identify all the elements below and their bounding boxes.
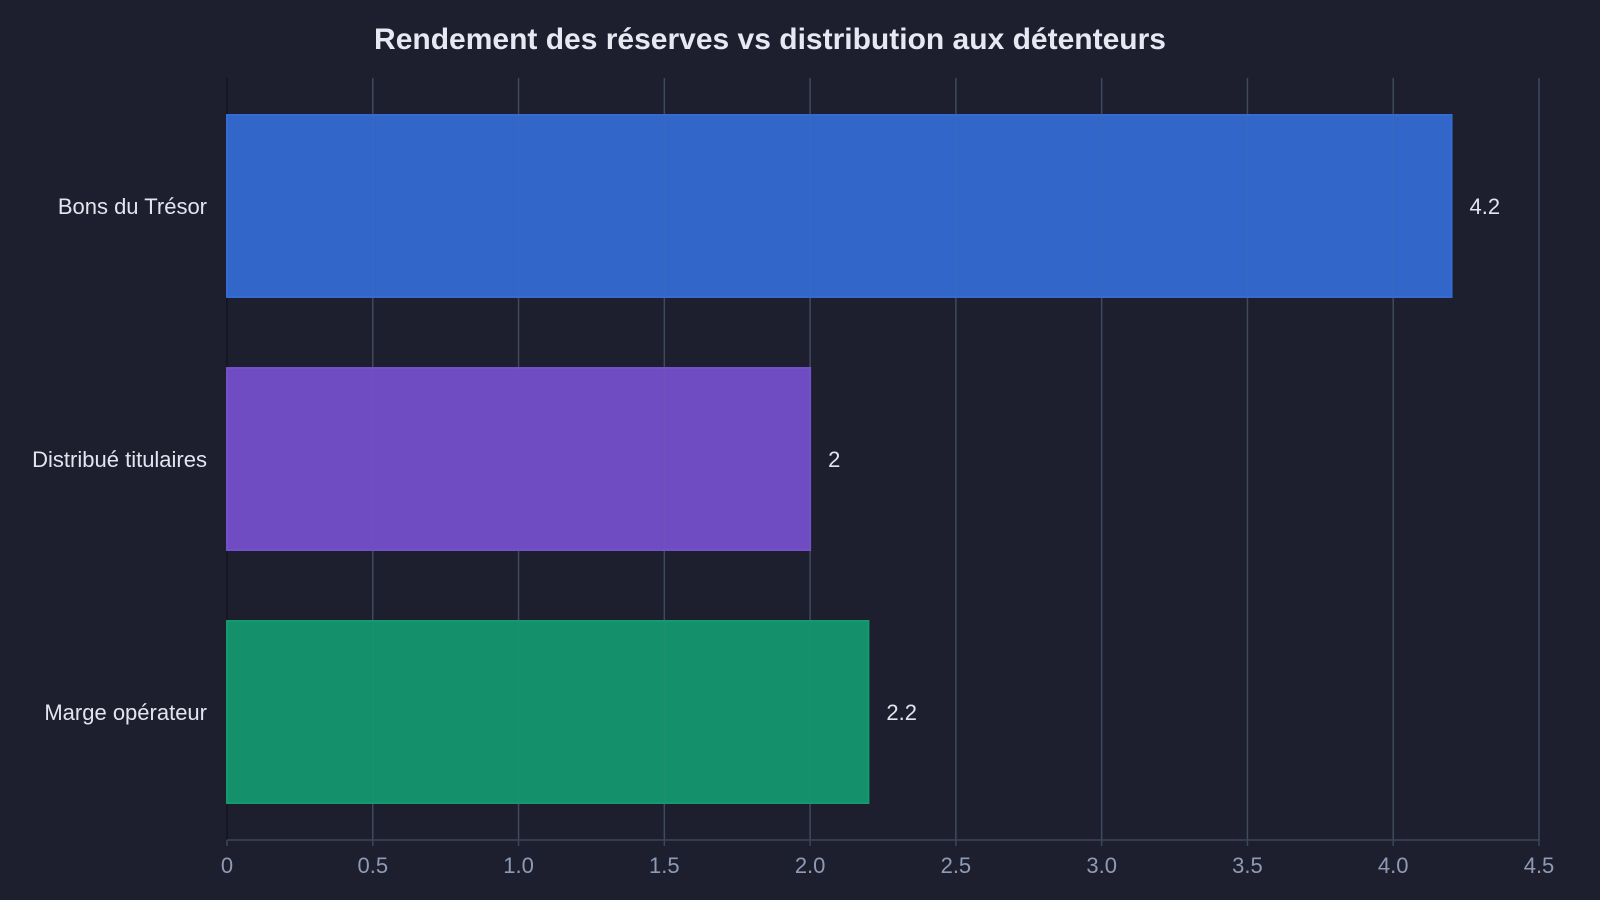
x-axis: 0 0.5 1.0 1.5 2.0 2.5 3.0 3.5 4.0 4.5 [221,839,1555,878]
x-tick-label: 0.5 [357,853,388,878]
bars [226,78,1540,840]
x-tick-label: 1.0 [503,853,534,878]
x-tick-label: 2.0 [795,853,826,878]
bar-2 [226,367,812,551]
category-label: Marge opérateur [44,700,207,725]
category-label: Bons du Trésor [58,194,207,219]
x-tick-label: 3.5 [1232,853,1263,878]
x-tick-label: 3.0 [1086,853,1117,878]
x-tick-label: 4.0 [1378,853,1409,878]
value-label: 2.2 [886,700,917,725]
chart-title: Rendement des réserves vs distribution a… [374,23,1166,56]
labels: Bons du Trésor 4.2 Distribué titulaires 2 Ma… [32,194,1500,725]
x-tick-label: 2.5 [941,853,972,878]
x-tick-label: 4.5 [1524,853,1555,878]
x-tick-label: 0 [221,853,233,878]
value-label: 2 [828,447,840,472]
x-tick-label: 1.5 [649,853,680,878]
bar-3 [226,620,870,804]
bar-1 [226,114,1453,298]
value-label: 4.2 [1470,194,1501,219]
category-label: Distribué titulaires [32,447,207,472]
